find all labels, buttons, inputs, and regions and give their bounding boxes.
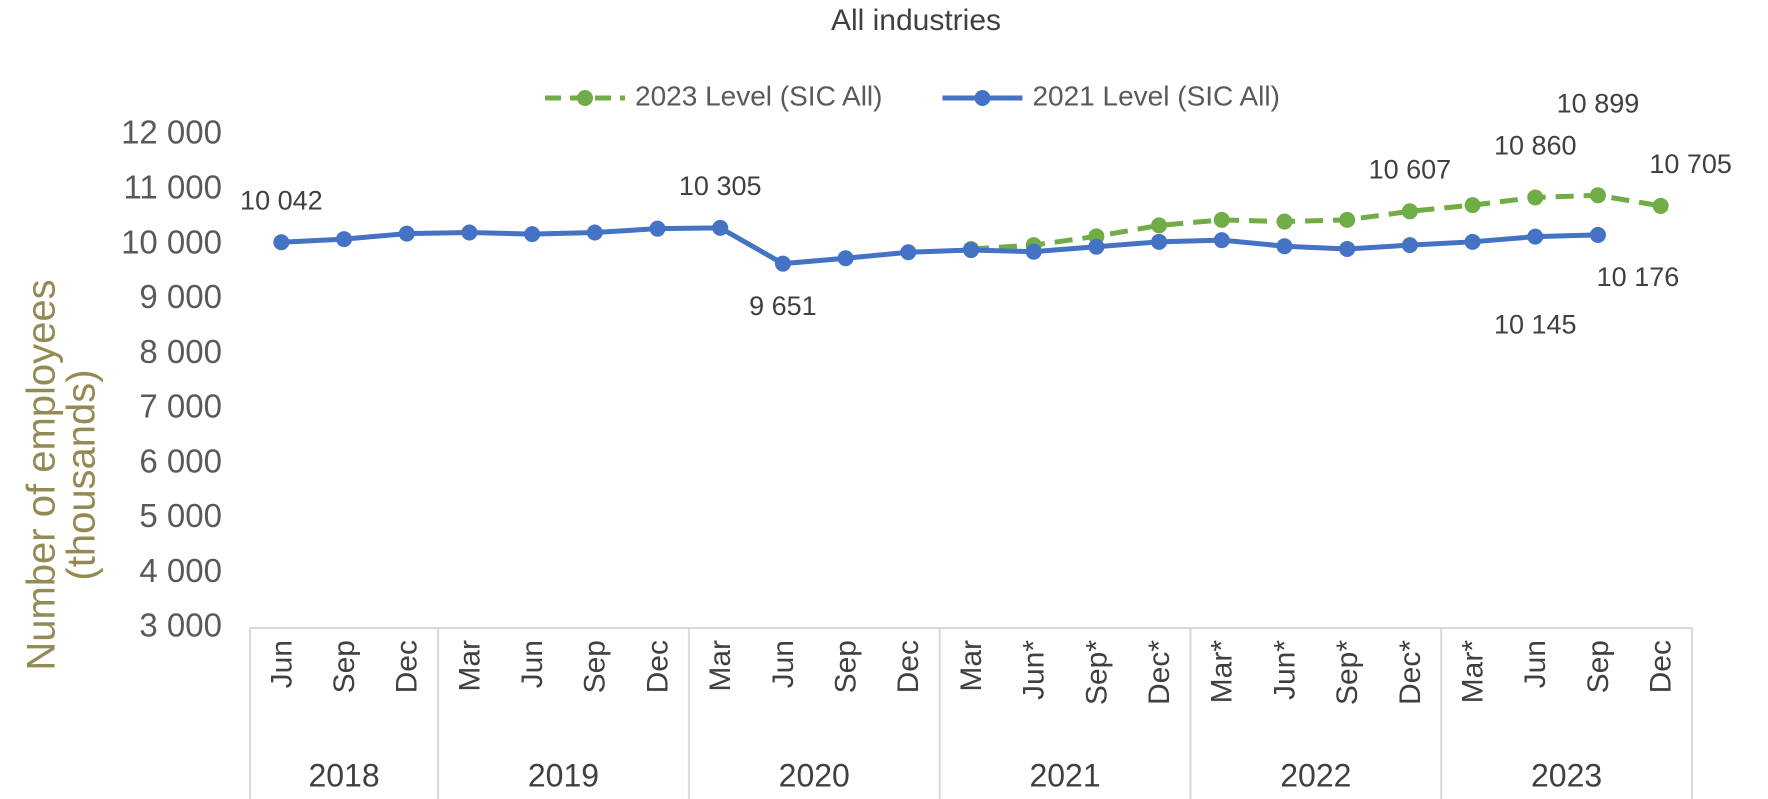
data-point (1276, 238, 1293, 255)
x-tick-label: Mar (704, 640, 737, 692)
y-axis-label: Number of employees (20, 279, 64, 670)
x-tick-label: Dec (641, 640, 674, 693)
data-point (1464, 197, 1481, 214)
data-label: 10 042 (240, 185, 323, 215)
y-axis-label: (thousands) (60, 369, 104, 580)
x-tick-label: Dec (892, 640, 925, 693)
x-tick-label: Sep (830, 640, 863, 693)
data-point (1213, 232, 1230, 249)
x-tick-label: Mar (955, 640, 988, 692)
data-point (1401, 237, 1418, 254)
x-group-label: 2022 (1280, 757, 1351, 793)
x-tick-label: Mar* (1206, 640, 1239, 704)
data-point (1339, 240, 1356, 257)
data-point (1276, 213, 1293, 230)
data-point (1589, 226, 1606, 243)
x-tick-label: Jun* (1018, 640, 1051, 700)
x-tick-label: Jun* (1268, 640, 1301, 700)
x-tick-label: Mar (453, 640, 486, 692)
x-tick-label: Dec (391, 640, 424, 693)
y-tick-label: 12 000 (121, 114, 222, 151)
x-tick-label: Dec* (1394, 640, 1427, 705)
x-tick-label: Dec (1645, 640, 1678, 693)
data-point (1025, 243, 1042, 260)
data-point (1213, 211, 1230, 228)
data-point (336, 231, 353, 248)
data-label: 10 899 (1557, 88, 1640, 118)
data-point (1151, 217, 1168, 234)
data-point (586, 224, 603, 241)
chart-title: All industries (831, 4, 1001, 37)
y-tick-label: 10 000 (121, 223, 222, 260)
y-tick-label: 4 000 (139, 552, 222, 589)
legend-marker (577, 90, 593, 106)
data-label: 10 607 (1369, 154, 1452, 184)
data-point (461, 224, 478, 241)
x-tick-label: Mar* (1456, 640, 1489, 704)
data-label: 10 705 (1649, 149, 1732, 179)
x-tick-label: Sep* (1080, 640, 1113, 705)
x-tick-label: Jun (767, 640, 800, 688)
data-point (1339, 211, 1356, 228)
x-group-label: 2023 (1531, 757, 1602, 793)
x-group-label: 2021 (1029, 757, 1100, 793)
x-tick-label: Jun (1519, 640, 1552, 688)
x-tick-label: Jun (516, 640, 549, 688)
x-tick-label: Jun (265, 640, 298, 688)
data-point (1464, 233, 1481, 250)
legend-marker (974, 90, 991, 106)
series-line (970, 192, 1662, 252)
y-tick-label: 5 000 (139, 497, 222, 534)
x-group-label: 2020 (779, 757, 850, 793)
y-tick-label: 3 000 (139, 607, 222, 644)
data-point (774, 255, 791, 272)
data-label: 10 145 (1494, 310, 1577, 340)
x-tick-label: Sep (1582, 640, 1615, 693)
data-point (1652, 197, 1669, 214)
x-group-label: 2018 (308, 757, 379, 793)
data-label: 10 305 (679, 171, 762, 201)
y-tick-label: 6 000 (139, 442, 222, 479)
data-label: 10 176 (1597, 262, 1680, 292)
x-tick-label: Sep (328, 640, 361, 693)
data-label: 10 860 (1494, 131, 1577, 161)
data-point (837, 250, 854, 267)
legend-label: 2023 Level (SIC All) (635, 80, 882, 111)
x-tick-label: Sep (579, 640, 612, 693)
data-point (273, 234, 290, 251)
y-tick-label: 8 000 (139, 333, 222, 370)
data-point (1527, 228, 1544, 245)
y-tick-label: 9 000 (139, 278, 222, 315)
y-tick-label: 7 000 (139, 388, 222, 425)
data-point (524, 226, 541, 243)
data-point (1088, 238, 1105, 255)
data-point (1589, 187, 1606, 204)
series-line (281, 225, 1599, 267)
x-group-label: 2019 (528, 757, 599, 793)
data-point (1401, 203, 1418, 220)
x-tick-label: Dec* (1143, 640, 1176, 705)
x-tick-label: Sep* (1331, 640, 1364, 705)
y-tick-label: 11 000 (124, 168, 222, 205)
data-point (712, 219, 729, 236)
data-point (963, 242, 979, 259)
data-point (1151, 233, 1168, 250)
legend-label: 2021 Level (SIC All) (1032, 80, 1279, 111)
data-point (398, 225, 415, 242)
data-point (1527, 189, 1544, 206)
data-point (900, 244, 917, 261)
data-point (649, 220, 666, 237)
data-label: 9 651 (749, 291, 817, 321)
